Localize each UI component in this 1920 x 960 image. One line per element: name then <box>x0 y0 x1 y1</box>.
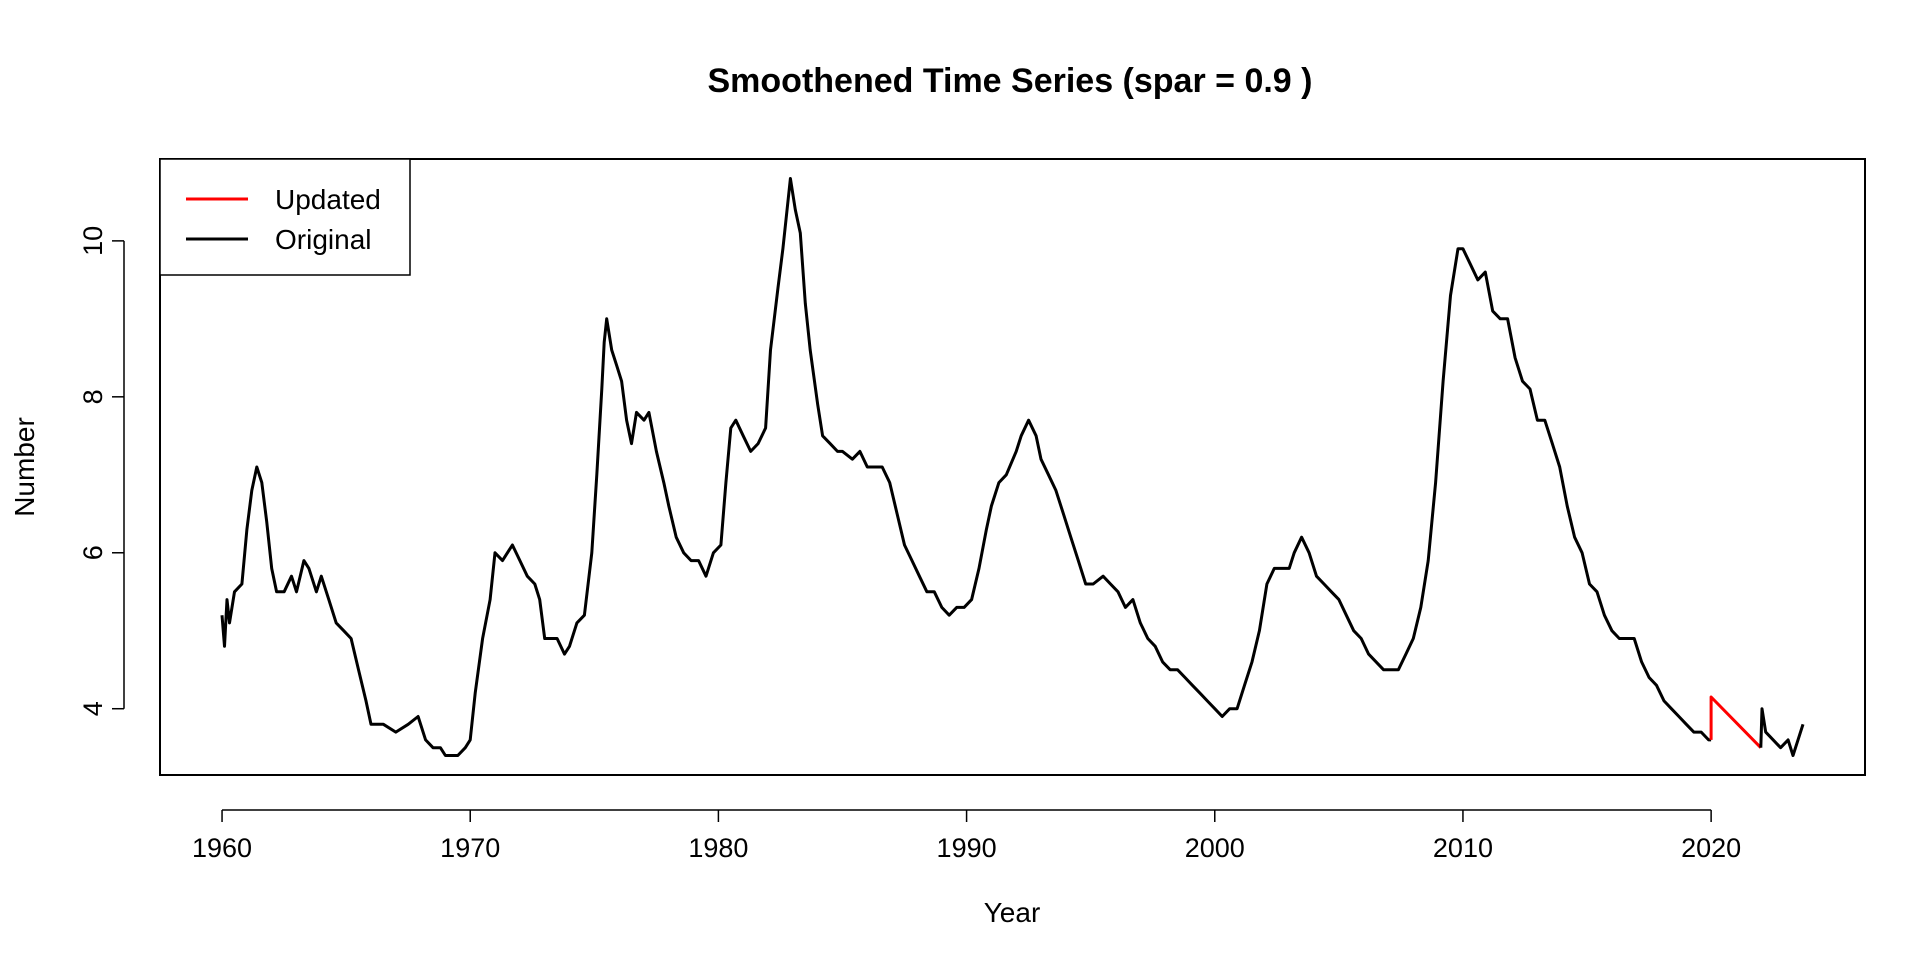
x-tick-label: 1960 <box>192 833 252 863</box>
x-tick-label: 2000 <box>1185 833 1245 863</box>
legend: Updated Original <box>159 158 411 276</box>
series-line-updated <box>1709 695 1762 749</box>
x-tick-label: 1990 <box>937 833 997 863</box>
legend-label-updated: Updated <box>275 184 381 215</box>
x-tick-label: 1970 <box>440 833 500 863</box>
chart-title: Smoothened Time Series (spar = 0.9 ) <box>708 62 1313 100</box>
y-tick-label: 8 <box>78 389 108 404</box>
x-tick-label: 2020 <box>1681 833 1741 863</box>
y-axis: 4 6 8 10 <box>78 226 125 716</box>
y-tick-label: 4 <box>78 701 108 716</box>
x-axis-label: Year <box>984 897 1041 928</box>
series-line-original <box>220 177 1712 757</box>
x-tick-label: 2010 <box>1433 833 1493 863</box>
x-tick-label: 1980 <box>688 833 748 863</box>
legend-label-original: Original <box>275 224 371 255</box>
series-layer <box>220 177 1805 757</box>
series-line-original <box>1759 707 1805 757</box>
y-tick-label: 6 <box>78 545 108 560</box>
x-axis: 1960 1970 1980 1990 2000 2010 2020 <box>192 809 1741 863</box>
y-tick-label: 10 <box>78 226 108 256</box>
y-axis-label: Number <box>9 417 40 517</box>
plot-frame <box>159 158 1866 776</box>
legend-box <box>159 158 411 276</box>
